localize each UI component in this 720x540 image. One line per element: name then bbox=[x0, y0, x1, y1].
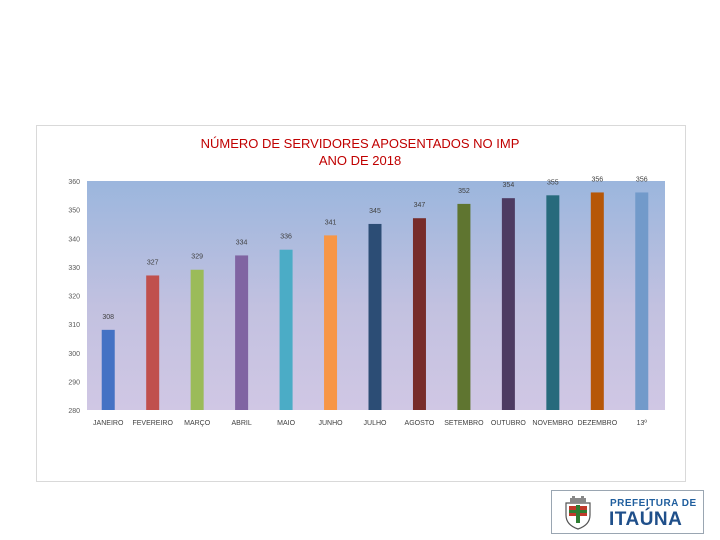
bar bbox=[279, 249, 293, 410]
bar bbox=[457, 203, 471, 410]
x-tick-label: OUTUBRO bbox=[491, 420, 527, 427]
data-label: 341 bbox=[325, 219, 337, 226]
data-label: 327 bbox=[147, 259, 159, 266]
data-label: 334 bbox=[236, 239, 248, 246]
bar bbox=[501, 198, 515, 410]
data-label: 356 bbox=[636, 176, 648, 183]
y-tick-label: 330 bbox=[68, 265, 80, 272]
y-tick-label: 320 bbox=[68, 294, 80, 301]
x-tick-label: SETEMBRO bbox=[444, 420, 484, 427]
y-tick-label: 360 bbox=[68, 179, 80, 186]
y-tick-label: 300 bbox=[68, 351, 80, 358]
x-tick-label: JUNHO bbox=[318, 420, 343, 427]
chart-title-line-2: ANO DE 2018 bbox=[318, 153, 402, 168]
data-label: 308 bbox=[102, 314, 114, 321]
logo-text-line2: ITAÚNA bbox=[609, 509, 683, 530]
bar bbox=[635, 192, 649, 410]
data-label: 347 bbox=[414, 202, 426, 209]
data-label: 329 bbox=[191, 254, 203, 261]
data-label: 356 bbox=[591, 176, 603, 183]
bar bbox=[190, 269, 204, 410]
bar bbox=[101, 329, 115, 410]
bar bbox=[368, 223, 382, 410]
y-tick-label: 310 bbox=[68, 322, 80, 329]
x-tick-label: ABRIL bbox=[231, 420, 251, 427]
bar bbox=[590, 192, 604, 410]
data-label: 354 bbox=[503, 182, 515, 189]
x-tick-label: JANEIRO bbox=[93, 420, 124, 427]
y-tick-label: 340 bbox=[68, 236, 80, 243]
bars: 308 327 329 334 336 341 345 347 352 354 355 356 356 bbox=[101, 176, 649, 410]
data-label: 352 bbox=[458, 188, 470, 195]
y-tick-label: 290 bbox=[68, 379, 80, 386]
chart-title: NÚMERO DE SERVIDORES APOSENTADOS NO IMP … bbox=[0, 135, 720, 169]
data-label: 336 bbox=[280, 234, 292, 241]
prefeitura-logo: PREFEITURA DE ITAÚNA bbox=[551, 490, 704, 534]
bar bbox=[324, 235, 338, 410]
logo-text-line1: PREFEITURA DE bbox=[610, 498, 697, 509]
x-tick-label: DEZEMBRO bbox=[577, 420, 617, 427]
x-tick-label: FEVEREIRO bbox=[132, 420, 173, 427]
bar bbox=[412, 218, 426, 410]
city-crest-icon bbox=[565, 496, 591, 530]
y-tick-label: 280 bbox=[68, 408, 80, 415]
x-tick-label: 13º bbox=[637, 420, 648, 427]
x-axis: JANEIRO FEVEREIRO MARÇO ABRIL MAIO JUNHO JULHO… bbox=[93, 420, 647, 427]
y-tick-label: 350 bbox=[68, 208, 80, 215]
data-label: 345 bbox=[369, 208, 381, 215]
bar bbox=[235, 255, 249, 410]
x-tick-label: JULHO bbox=[364, 420, 388, 427]
x-tick-label: MARÇO bbox=[184, 420, 211, 427]
x-tick-label: AGOSTO bbox=[405, 420, 435, 427]
x-tick-label: NOVEMBRO bbox=[532, 420, 573, 427]
bar bbox=[146, 275, 160, 410]
data-label: 355 bbox=[547, 179, 559, 186]
chart-title-line-1: NÚMERO DE SERVIDORES APOSENTADOS NO IMP bbox=[200, 136, 520, 151]
x-tick-label: MAIO bbox=[277, 420, 295, 427]
y-axis: 280 290 300 310 320 330 340 350 360 bbox=[68, 179, 80, 415]
bar bbox=[546, 195, 560, 410]
